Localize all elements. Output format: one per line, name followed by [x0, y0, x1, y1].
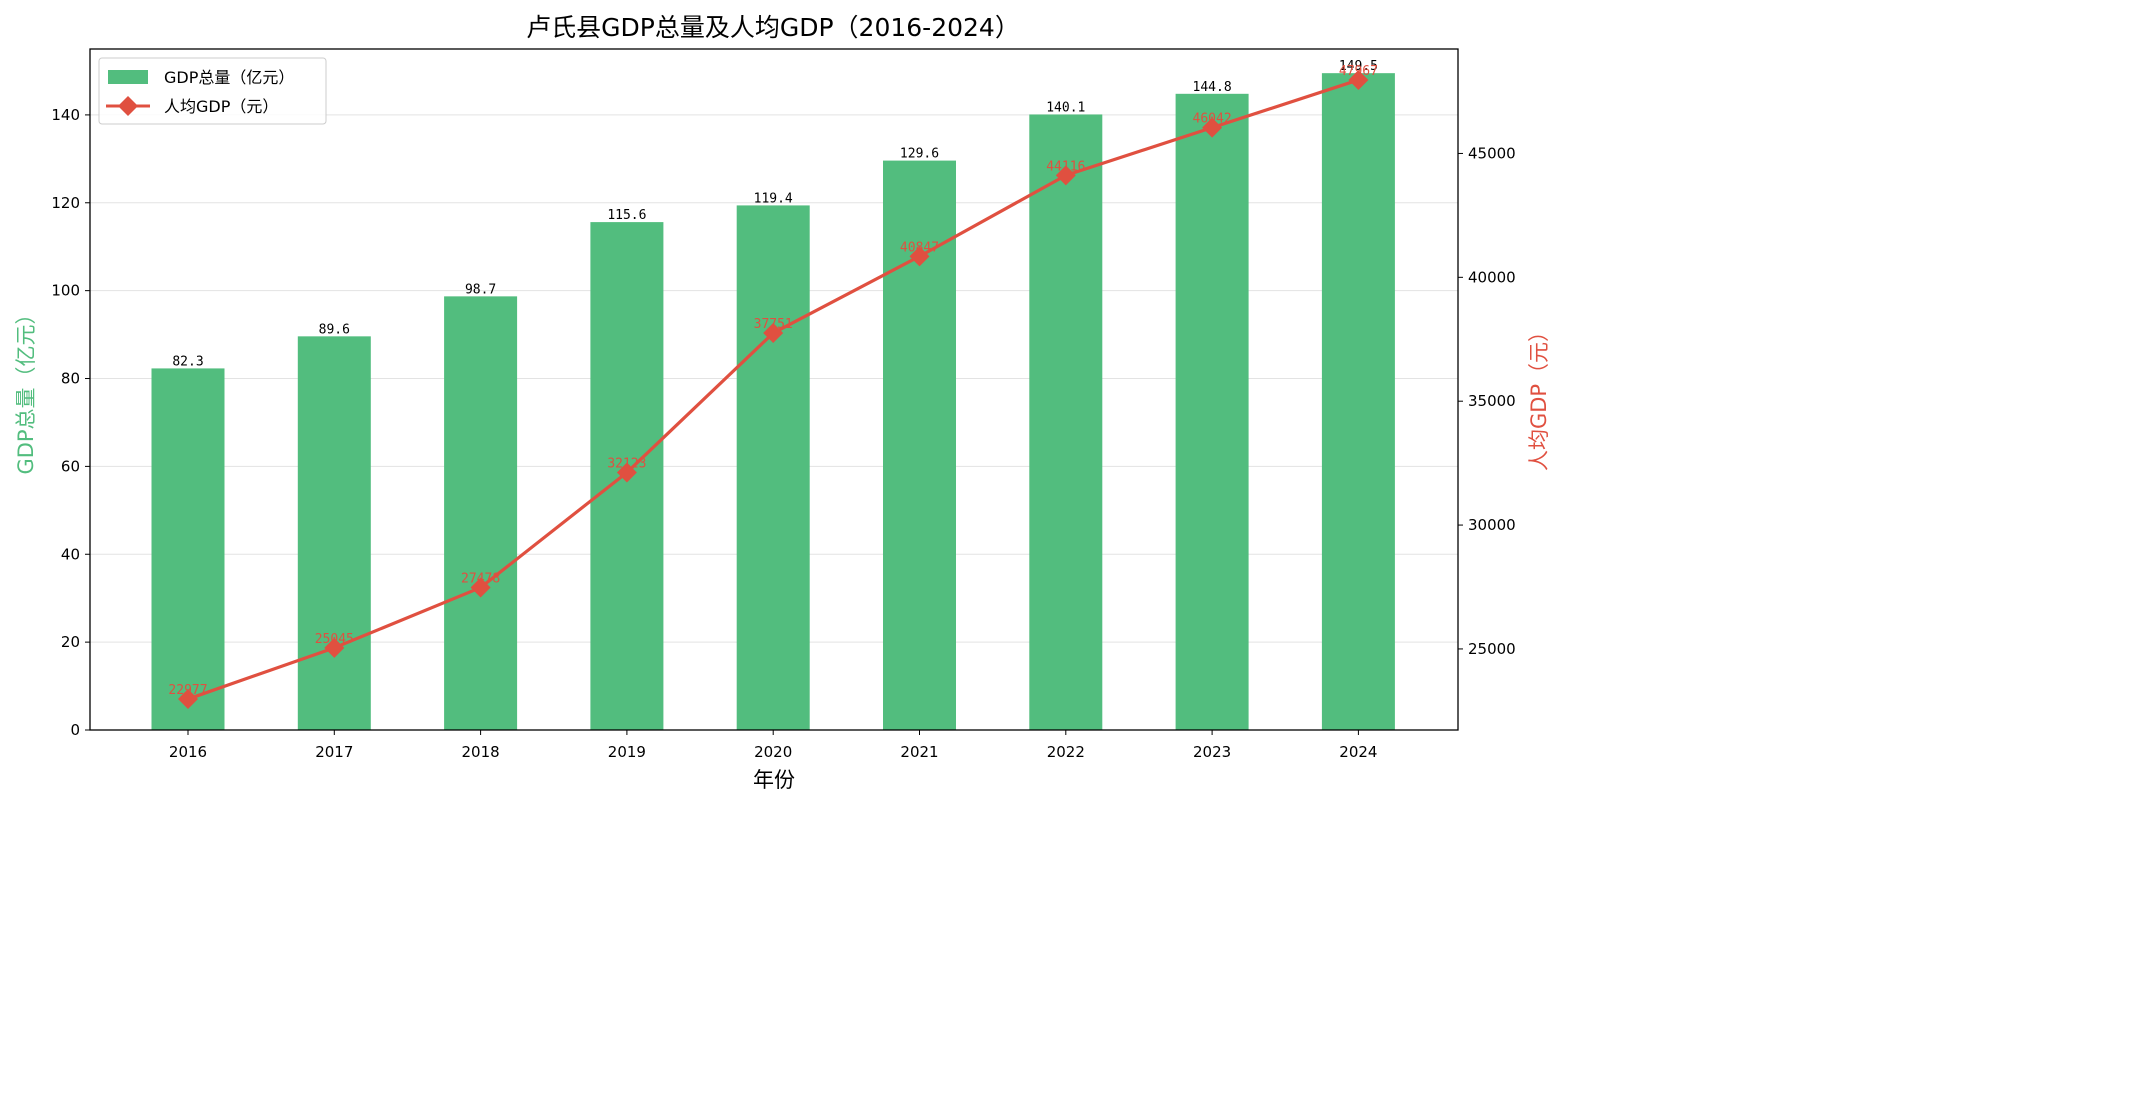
y-right-tick-label: 40000 — [1468, 268, 1516, 286]
legend-line-label: 人均GDP（元） — [164, 97, 278, 116]
line-label-2020: 37751 — [754, 317, 793, 332]
x-axis-label: 年份 — [753, 768, 795, 792]
y-axis-right-label: 人均GDP（元） — [1527, 321, 1551, 471]
line-label-2023: 46042 — [1193, 112, 1232, 127]
y-right-tick-label: 45000 — [1468, 144, 1516, 162]
line-label-2024: 47967 — [1339, 64, 1378, 79]
line-point-2016 — [178, 689, 198, 710]
x-tick-label: 2018 — [462, 743, 500, 761]
legend-line-marker — [118, 96, 138, 116]
bar-2017 — [297, 336, 371, 730]
bar-label-2022: 140.1 — [1046, 100, 1085, 115]
legend-box — [98, 57, 327, 125]
x-tick-label: 2022 — [1047, 743, 1085, 761]
bar-2024 — [1321, 73, 1395, 731]
bar-label-2021: 129.6 — [900, 147, 939, 162]
x-axis: 2016 2017 2018 2019 2020 2021 2022 2023 2024 — [169, 730, 1377, 761]
y-axis-left: 0 20 40 60 80 100 120 140 — [51, 106, 90, 739]
bar-2016 — [151, 368, 225, 730]
line-series — [178, 69, 1369, 710]
x-tick-label: 2020 — [754, 743, 792, 761]
legend-bar-swatch — [108, 70, 148, 84]
bar-label-2016: 82.3 — [172, 354, 203, 369]
x-tick-label: 2023 — [1193, 743, 1231, 761]
bar-label-2019: 115.6 — [607, 208, 646, 223]
line-point-2023 — [1202, 117, 1223, 138]
y-left-tick-label: 60 — [61, 457, 80, 475]
bar-label-2020: 119.4 — [754, 191, 793, 206]
line-label-2016: 22977 — [168, 683, 207, 698]
y-left-tick-label: 0 — [70, 721, 80, 739]
y-right-tick-label: 30000 — [1468, 516, 1516, 534]
bar-2023 — [1175, 93, 1249, 730]
bar-label-2024: 149.5 — [1339, 59, 1378, 74]
y-left-tick-label: 100 — [51, 282, 80, 300]
line-label-2017: 25045 — [315, 632, 354, 647]
y-right-tick-label: 25000 — [1468, 640, 1516, 658]
line-label-2021: 40847 — [900, 240, 939, 255]
plot-frame — [89, 48, 1459, 731]
chart: 卢氏县GDP总量及人均GDP（2016-2024） 82.3 89.6 98.7 11… — [14, 13, 1551, 792]
legend: GDP总量（亿元） 人均GDP（元） — [98, 57, 327, 125]
line-point-2024 — [1348, 69, 1369, 90]
y-left-tick-label: 20 — [61, 633, 80, 651]
legend-bar-label: GDP总量（亿元） — [164, 68, 294, 87]
chart-title: 卢氏县GDP总量及人均GDP（2016-2024） — [526, 13, 1020, 42]
y-right-tick-label: 35000 — [1468, 392, 1516, 410]
y-left-tick-label: 80 — [61, 370, 80, 388]
y-left-tick-label: 140 — [51, 106, 80, 124]
line-point-2018 — [470, 577, 491, 598]
y-left-tick-label: 40 — [61, 545, 80, 563]
x-tick-label: 2017 — [315, 743, 353, 761]
y-axis-right: 25000 30000 35000 40000 45000 — [1458, 144, 1516, 658]
line-point-2020 — [763, 323, 784, 344]
x-tick-label: 2019 — [608, 743, 646, 761]
bar-2022 — [1029, 114, 1103, 730]
y-left-tick-label: 120 — [51, 194, 80, 212]
line-point-2019 — [616, 462, 637, 483]
bar-label-2023: 144.8 — [1193, 80, 1232, 95]
bar-label-2017: 89.6 — [319, 322, 350, 337]
bar-value-labels: 82.3 89.6 98.7 115.6 119.4 129.6 140.1 144.8 149… — [172, 59, 1378, 369]
line-label-2022: 44116 — [1046, 159, 1085, 174]
x-tick-label: 2024 — [1339, 743, 1377, 761]
line-point-2017 — [324, 637, 345, 658]
x-tick-label: 2021 — [900, 743, 938, 761]
y-axis-left-label: GDP总量（亿元） — [14, 303, 38, 474]
bar-label-2018: 98.7 — [465, 282, 496, 297]
line-label-2018: 27478 — [461, 572, 500, 587]
line-value-labels: 22977 25045 27478 32123 37751 40847 44116 46042… — [168, 64, 1378, 698]
line-point-2022 — [1055, 165, 1076, 186]
bar-2020 — [736, 205, 810, 730]
bar-2018 — [444, 296, 518, 730]
x-tick-label: 2016 — [169, 743, 207, 761]
line-point-2021 — [909, 246, 930, 267]
line-label-2019: 32123 — [607, 456, 646, 471]
